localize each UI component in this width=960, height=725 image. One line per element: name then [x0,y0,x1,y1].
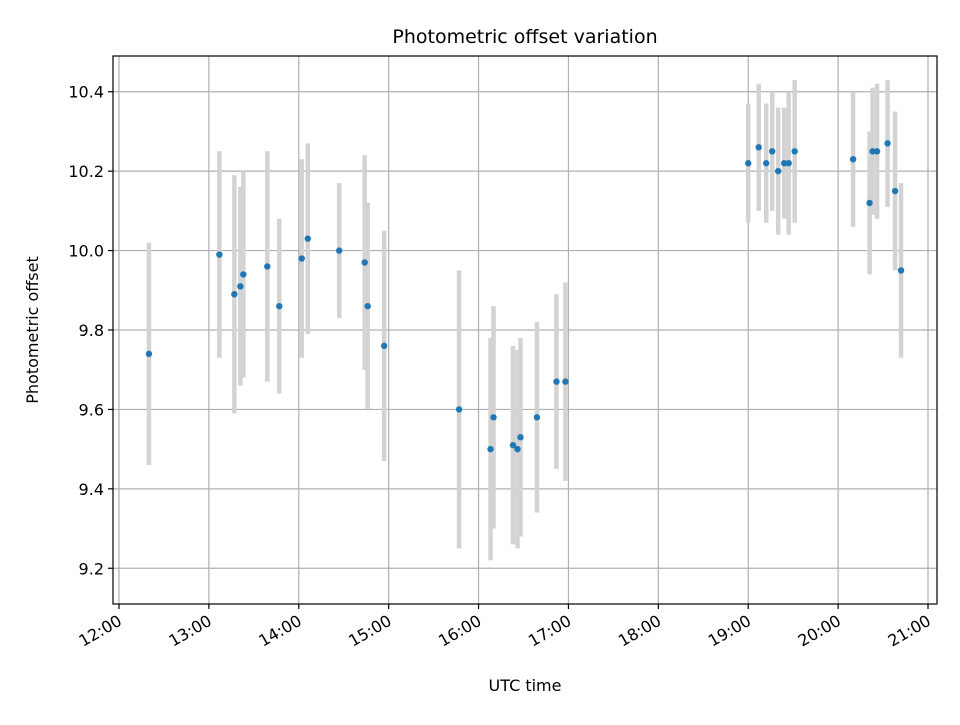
data-point [774,167,782,175]
data-point [490,414,497,421]
x-axis-label: UTC time [489,676,562,695]
chart-title: Photometric offset variation [392,26,657,48]
data-point [298,255,305,262]
data-point [869,148,876,155]
data-point [891,187,899,195]
data-point [514,445,521,453]
data-point [763,160,770,167]
data-point [562,378,569,385]
data-point [455,406,463,413]
y-axis-label: Photometric offset [23,256,42,404]
data-point [240,271,247,278]
data-point [873,148,881,155]
data-point [780,160,788,167]
y-tick-label: 10.4 [68,83,104,102]
y-tick-label: 9.8 [79,321,104,340]
data-point [216,251,223,258]
data-point [553,378,560,385]
data-point [517,434,524,441]
y-tick-label: 9.4 [79,480,104,499]
data-point [231,291,238,298]
data-point [791,148,798,155]
data-point [364,302,371,310]
data-point [785,160,792,167]
y-tick-label: 10.2 [68,162,104,181]
data-point [769,148,776,155]
data-point [509,441,517,449]
data-point [849,156,857,163]
data-point [897,267,905,274]
data-point [745,160,752,167]
data-point [336,247,343,254]
data-point [380,342,388,350]
data-point [145,350,153,358]
data-point [487,445,494,453]
grid [113,56,937,604]
data-point [361,259,368,266]
data-point [755,144,762,151]
data-point [884,140,891,147]
data-points [145,140,905,453]
data-point [533,414,541,421]
y-tick-label: 10.0 [68,242,104,261]
y-tick-label: 9.2 [79,559,104,578]
data-point [237,283,244,290]
data-point [866,199,873,207]
y-tick-label: 9.6 [79,400,104,419]
data-point [264,263,271,270]
data-point [304,235,311,242]
data-point [276,302,283,310]
